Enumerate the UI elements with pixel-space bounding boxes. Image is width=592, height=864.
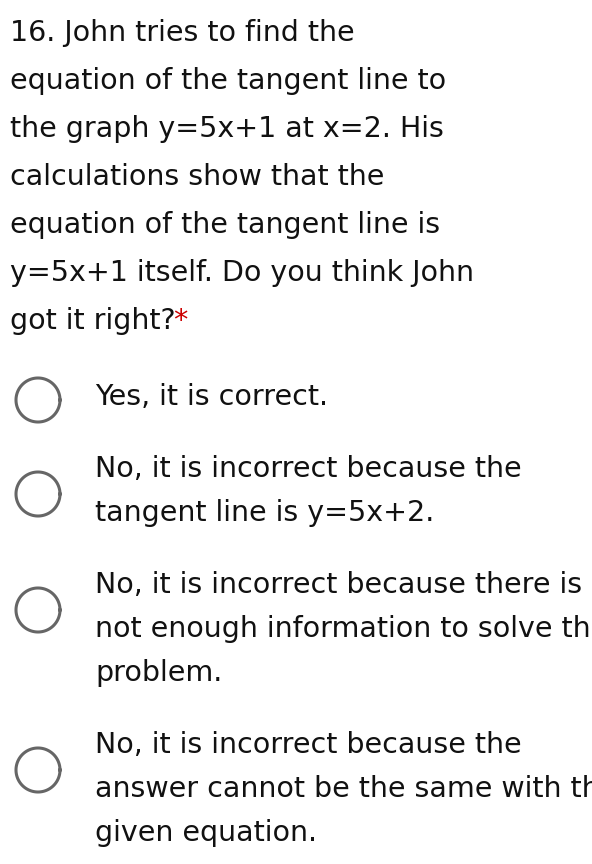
Text: 16. John tries to find the: 16. John tries to find the bbox=[10, 19, 355, 48]
Text: No, it is incorrect because the: No, it is incorrect because the bbox=[95, 455, 522, 483]
Text: tangent line is y=5x+2.: tangent line is y=5x+2. bbox=[95, 499, 435, 527]
Text: No, it is incorrect because the: No, it is incorrect because the bbox=[95, 731, 522, 759]
Text: given equation.: given equation. bbox=[95, 819, 317, 848]
Text: got it right?: got it right? bbox=[10, 308, 185, 335]
Text: the graph y=5x+1 at x=2. His: the graph y=5x+1 at x=2. His bbox=[10, 115, 444, 143]
Text: No, it is incorrect because there is: No, it is incorrect because there is bbox=[95, 571, 582, 600]
Text: equation of the tangent line is: equation of the tangent line is bbox=[10, 211, 440, 239]
Text: calculations show that the: calculations show that the bbox=[10, 163, 384, 191]
Text: not enough information to solve the: not enough information to solve the bbox=[95, 615, 592, 644]
Text: *: * bbox=[173, 308, 188, 335]
Text: problem.: problem. bbox=[95, 659, 223, 687]
Text: Yes, it is correct.: Yes, it is correct. bbox=[95, 384, 328, 411]
Text: equation of the tangent line to: equation of the tangent line to bbox=[10, 67, 446, 95]
Text: answer cannot be the same with the: answer cannot be the same with the bbox=[95, 775, 592, 804]
Text: y=5x+1 itself. Do you think John: y=5x+1 itself. Do you think John bbox=[10, 259, 474, 287]
